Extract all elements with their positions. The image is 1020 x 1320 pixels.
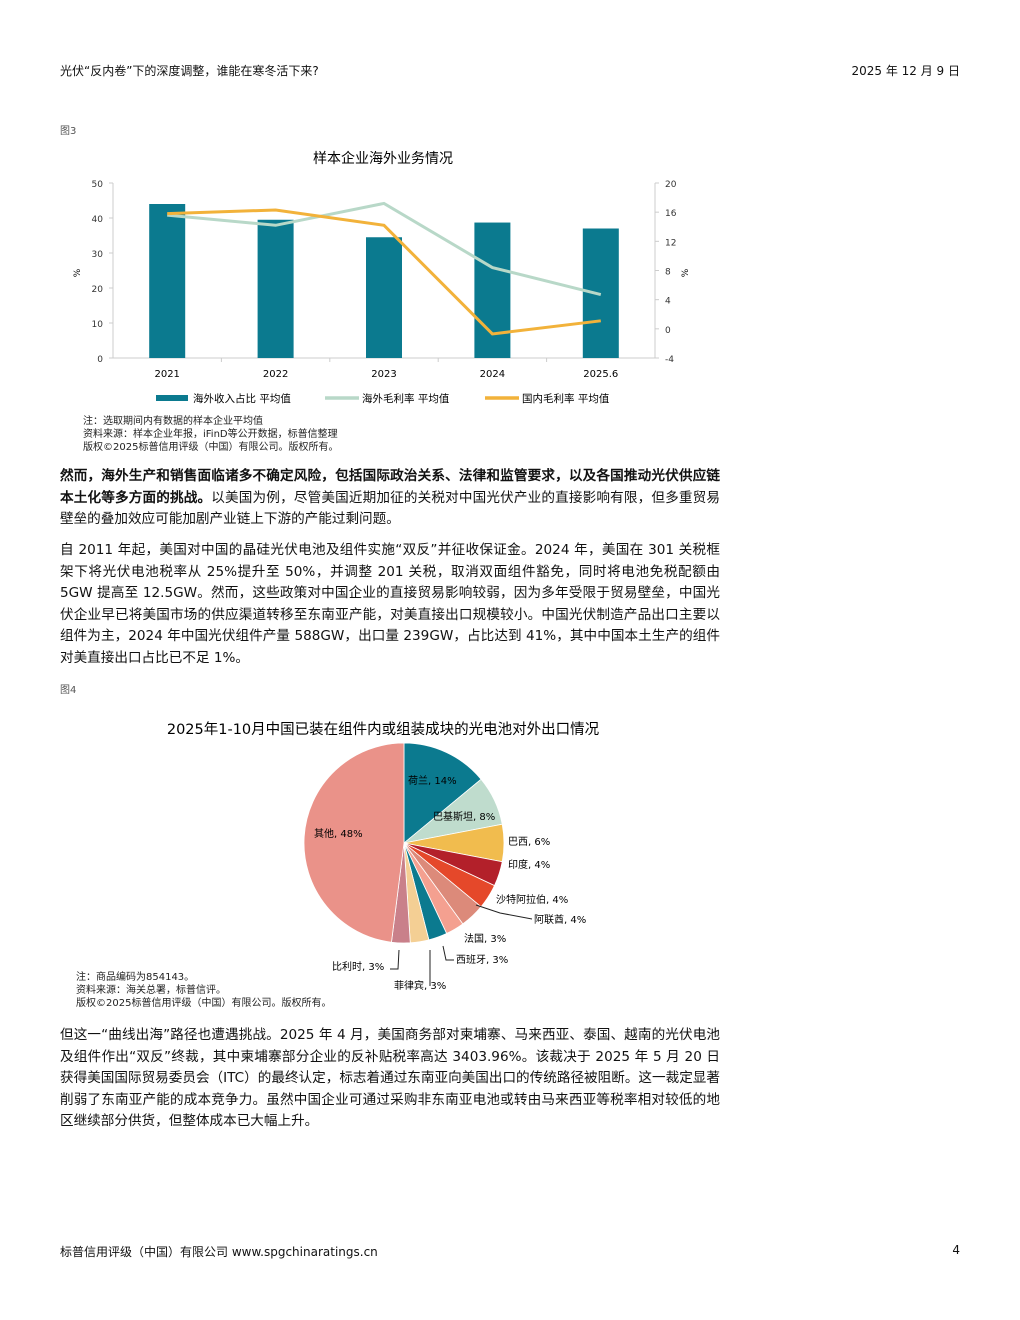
y-tick-label: 50 — [92, 180, 104, 190]
x-tick-label: 2025.6 — [583, 369, 618, 380]
bar — [149, 204, 186, 358]
y2-tick-label: 12 — [665, 238, 676, 248]
source: 资料来源：样本企业年报，iFinD等公开数据，标普信整理 — [83, 429, 338, 440]
figure-label: 图4 — [60, 685, 77, 696]
legend-swatch — [156, 395, 188, 401]
slice-label: 巴西, 6% — [508, 836, 550, 848]
x-tick-label: 2022 — [263, 369, 288, 380]
y2-tick-label: 16 — [665, 209, 677, 219]
y2-tick-label: -4 — [665, 355, 674, 365]
legend-label: 海外毛利率 平均值 — [362, 392, 450, 405]
pie-slice — [303, 742, 405, 943]
y-tick-label: 40 — [92, 215, 104, 225]
leader-line — [442, 945, 454, 961]
y-axis-label: % — [73, 268, 83, 277]
slice-label: 其他, 48% — [314, 827, 363, 840]
y-tick-label: 0 — [97, 355, 103, 365]
bold-lead: 然而，海外生产和销售面临诸多不确定风险，包括国际政治关系、法律和监管要求，以及各… — [60, 468, 720, 506]
slice-label: 沙特阿拉伯, 4% — [496, 893, 568, 906]
slice-label: 阿联酋, 4% — [534, 913, 586, 926]
header-title: 光伏“反内卷”下的深度调整，谁能在寒冬活下来? — [60, 64, 319, 78]
slice-label: 法国, 3% — [464, 932, 506, 945]
copyright: 版权©2025标普信用评级（中国）有限公司。版权所有。 — [76, 998, 332, 1009]
paragraph-text: 以美国为例，尽管美国近期加征的关税对中国光伏产业的直接影响有限，但多重贸易壁垒的… — [60, 489, 721, 528]
note: 注：选取期间内有数据的样本企业平均值 — [83, 416, 263, 427]
slice-label: 菲律宾, 3% — [394, 979, 446, 992]
copyright: 版权©2025标普信用评级（中国）有限公司。版权所有。 — [83, 442, 339, 453]
y-tick-label: 20 — [92, 285, 104, 295]
leader-line — [475, 904, 533, 920]
source: 资料来源：海关总署，标普信评。 — [76, 985, 226, 996]
header-date: 2025 年 12 月 9 日 — [851, 64, 960, 78]
slice-label: 印度, 4% — [508, 858, 550, 871]
page-number: 4 — [952, 1243, 960, 1257]
slice-label: 荷兰, 14% — [408, 774, 457, 787]
y2-tick-label: 20 — [665, 180, 677, 190]
slice-label: 巴基斯坦, 8% — [433, 810, 495, 823]
y2-tick-label: 4 — [665, 297, 671, 307]
y2-axis-label: % — [681, 268, 691, 277]
paragraph: 然而，海外生产和销售面临诸多不确定风险，包括国际政治关系、法律和监管要求，以及各… — [60, 466, 720, 531]
bar — [257, 219, 294, 358]
y2-tick-label: 0 — [665, 326, 671, 336]
bar-line-chart: 样本企业海外业务情况 0 10 20 30 40 50 -4 0 4 8 12 16 20% % 2021 20… — [73, 150, 691, 405]
chart-title: 样本企业海外业务情况 — [313, 150, 453, 167]
bar — [474, 222, 511, 358]
x-tick-label: 2021 — [154, 369, 179, 380]
x-tick-label: 2023 — [371, 369, 396, 380]
figure-notes: 注：选取期间内有数据的样本企业平均值 资料来源：样本企业年报，iFinD等公开数… — [83, 415, 338, 454]
legend-label: 国内毛利率 平均值 — [522, 392, 610, 405]
paragraph: 但这一“曲线出海”路径也遭遇挑战。2025 年 4 月，美国商务部对柬埔寨、马来… — [60, 1027, 720, 1130]
bar — [366, 237, 402, 358]
x-tick-label: 2024 — [480, 369, 505, 380]
note: 注：商品编码为854143。 — [76, 972, 195, 983]
paragraph: 自 2011 年起，美国对中国的晶硅光伏电池及组件实施“双反”并征收保证金。20… — [60, 542, 720, 666]
slice-label: 西班牙, 3% — [456, 954, 508, 966]
y-tick-label: 30 — [92, 250, 104, 260]
figure-label: 图3 — [60, 126, 77, 137]
chart-title: 2025年1-10月中国已装在组件内或组装成块的光电池对外出口情况 — [167, 721, 600, 738]
slice-label: 比利时, 3% — [332, 961, 384, 973]
y2-tick-label: 8 — [665, 268, 671, 278]
footer-company: 标普信用评级（中国）有限公司 www.spgchinaratings.cn — [60, 1245, 378, 1259]
pie-slice — [403, 742, 482, 844]
y-tick-label: 10 — [92, 320, 104, 330]
leader-line — [390, 949, 400, 970]
legend-label: 海外收入占比 平均值 — [193, 392, 291, 405]
figure-notes: 注：商品编码为854143。 资料来源：海关总署，标普信评。 版权©2025标普… — [76, 971, 331, 1010]
